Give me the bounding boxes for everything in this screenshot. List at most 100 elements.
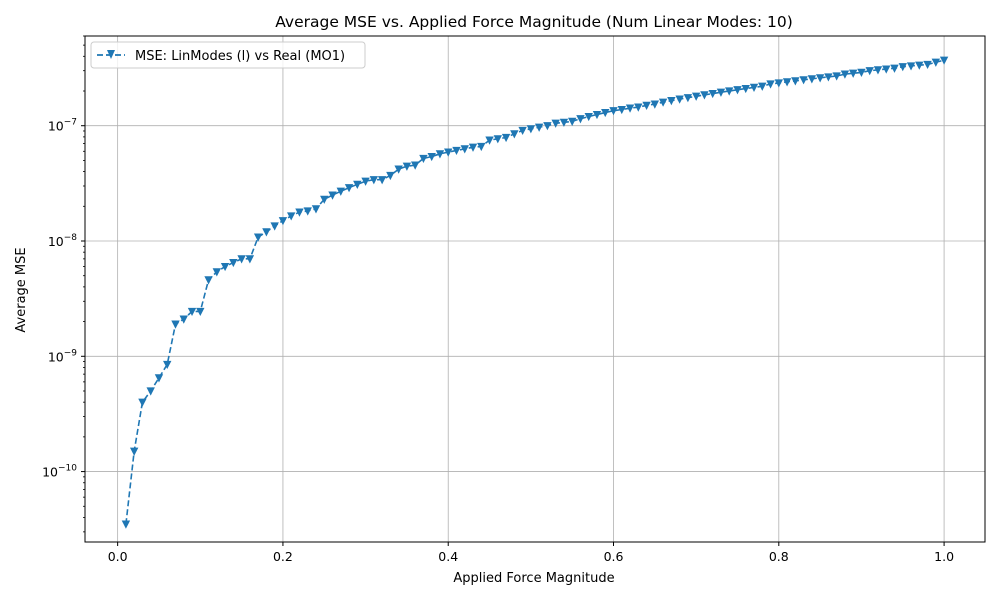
- data-point-marker: [576, 115, 585, 124]
- y-axis-label: Average MSE: [14, 247, 29, 332]
- data-point-marker: [212, 268, 222, 277]
- data-point-marker: [286, 212, 296, 221]
- data-point-marker: [154, 374, 164, 383]
- data-point-marker: [344, 184, 354, 193]
- data-point-marker: [460, 145, 469, 154]
- data-point-marker: [865, 67, 874, 76]
- data-point-marker: [741, 84, 750, 94]
- chart-title: Average MSE vs. Applied Force Magnitude …: [275, 13, 793, 31]
- data-point-marker: [526, 125, 536, 134]
- data-point-marker: [617, 105, 626, 115]
- y-tick-label: 10−8: [48, 233, 77, 249]
- data-point-marker: [774, 79, 784, 88]
- data-point-marker: [601, 108, 610, 118]
- data-point-marker: [171, 320, 180, 329]
- data-point-marker: [625, 104, 635, 113]
- data-point-marker: [353, 180, 362, 189]
- data-point-marker: [262, 228, 271, 237]
- data-point-marker: [931, 58, 941, 67]
- data-point-marker: [303, 207, 312, 216]
- data-point-marker: [220, 262, 230, 272]
- data-point-marker: [427, 152, 436, 162]
- data-point-marker: [725, 87, 734, 96]
- data-point-marker: [518, 126, 527, 136]
- data-point-marker: [882, 65, 891, 74]
- plot-frame: [84, 35, 986, 543]
- data-point-marker: [667, 97, 676, 106]
- legend-marker-swatch: [107, 50, 115, 59]
- data-point-marker: [658, 98, 668, 107]
- data-point-marker: [138, 398, 147, 407]
- data-point-marker: [807, 75, 817, 84]
- data-point-marker: [716, 88, 726, 97]
- data-point-marker: [328, 191, 337, 200]
- data-point-marker: [245, 255, 255, 264]
- data-point-marker: [584, 112, 593, 122]
- data-point-marker: [501, 133, 511, 143]
- data-point-marker: [121, 520, 131, 529]
- data-point-marker: [386, 171, 395, 181]
- data-point-marker: [832, 72, 841, 81]
- x-tick-label: 0.6: [604, 549, 624, 564]
- x-tick-label: 0.8: [769, 549, 789, 564]
- data-point-marker: [923, 60, 932, 70]
- data-point-marker: [361, 177, 370, 186]
- data-point-marker: [477, 142, 486, 152]
- data-point-marker: [196, 307, 205, 317]
- data-point-marker: [683, 94, 693, 103]
- data-point-marker: [320, 195, 329, 204]
- data-point-marker: [815, 74, 825, 83]
- data-point-marker: [237, 255, 246, 264]
- y-tick-label: 10−7: [48, 118, 77, 134]
- x-tick-label: 0.2: [273, 549, 293, 564]
- data-point-marker: [402, 162, 412, 171]
- data-point-marker: [873, 66, 883, 75]
- grid-lines: [85, 36, 985, 542]
- data-point-marker: [419, 154, 428, 164]
- data-point-marker: [848, 69, 858, 78]
- series-line: [125, 59, 945, 525]
- data-point-marker: [204, 276, 213, 285]
- legend: MSE: LinModes (l) vs Real (MO1): [90, 41, 366, 69]
- data-point-marker: [394, 165, 403, 174]
- data-point-marker: [534, 123, 544, 132]
- data-point-marker: [675, 95, 684, 104]
- y-tick-label: 10−10: [42, 464, 77, 480]
- y-tick-label: 10−9: [48, 348, 77, 364]
- data-point-marker: [179, 315, 188, 324]
- data-point-marker: [749, 83, 759, 92]
- data-point-marker: [567, 117, 577, 126]
- data-point-marker: [782, 78, 792, 87]
- data-point-marker: [270, 222, 279, 231]
- x-axis-label: Applied Force Magnitude: [453, 571, 614, 586]
- data-point-marker: [452, 146, 461, 156]
- data-point-marker: [311, 205, 321, 214]
- data-point-marker: [229, 258, 238, 268]
- x-tick-label: 1.0: [934, 549, 954, 564]
- data-point-marker: [435, 150, 445, 159]
- data-point-marker: [650, 100, 660, 109]
- data-point-marker: [543, 122, 552, 131]
- data-point-marker: [634, 103, 643, 112]
- data-point-marker: [840, 70, 850, 79]
- data-point-marker: [609, 107, 618, 116]
- data-point-marker: [468, 143, 478, 152]
- data-point-marker: [377, 176, 387, 185]
- data-point-marker: [791, 77, 800, 86]
- data-point-marker: [758, 82, 767, 91]
- data-point-marker: [163, 360, 172, 370]
- data-point-marker: [592, 110, 602, 120]
- data-point-marker: [444, 148, 453, 157]
- data-point-marker: [510, 130, 519, 139]
- data-point-marker: [129, 447, 139, 456]
- data-point-marker: [410, 161, 420, 170]
- series-layer: [121, 56, 949, 529]
- data-point-marker: [559, 118, 569, 127]
- data-point-marker: [915, 61, 924, 70]
- data-point-marker: [295, 208, 304, 217]
- data-point-marker: [898, 63, 907, 72]
- data-point-marker: [700, 91, 709, 100]
